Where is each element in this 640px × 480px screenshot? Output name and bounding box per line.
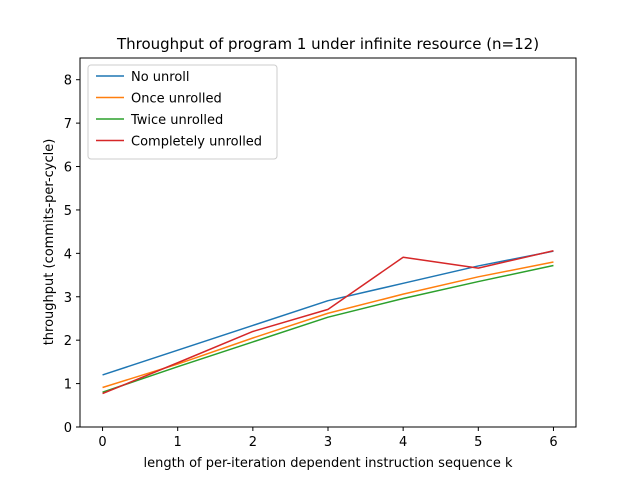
x-axis-label: length of per-iteration dependent instru…	[144, 456, 513, 471]
series-line-0	[102, 250, 554, 376]
y-axis-label: throughput (commits-per-cycle)	[42, 139, 57, 346]
legend-box	[87, 64, 278, 160]
legend-label-2: Twice unrolled	[130, 113, 223, 128]
legend-label-1: Once unrolled	[131, 92, 222, 107]
y-tick-label-5: 5	[64, 204, 72, 219]
y-tick-label-6: 6	[64, 161, 72, 176]
x-tick-label-3: 3	[324, 435, 332, 450]
y-tick-label-0: 0	[64, 421, 72, 436]
x-tick-label-6: 6	[549, 435, 557, 450]
plot-area: 0 1 2 3 4 5 6 0 1 2 3 4 5 6 7 8	[64, 57, 577, 450]
y-tick-label-3: 3	[64, 291, 72, 306]
legend-label-3: Completely unrolled	[131, 135, 262, 150]
series-line-2	[102, 264, 554, 393]
y-tick-label-4: 4	[64, 247, 72, 262]
legend-label-0: No unroll	[131, 70, 190, 85]
y-tick-label-8: 8	[64, 74, 72, 89]
x-tick-label-5: 5	[474, 435, 482, 450]
x-tick-label-0: 0	[98, 435, 106, 450]
x-tick-label-4: 4	[399, 435, 407, 450]
y-tick-label-1: 1	[64, 378, 72, 393]
legend: No unroll Once unrolled Twice unrolled Comp…	[87, 64, 278, 160]
chart-title: Throughput of program 1 under infinite r…	[116, 35, 539, 53]
x-tick-label-1: 1	[174, 435, 182, 450]
y-tick-label-2: 2	[64, 334, 72, 349]
y-tick-label-7: 7	[64, 117, 72, 132]
series-line-3	[102, 250, 554, 395]
x-tick-label-2: 2	[249, 435, 257, 450]
series-line-1	[102, 261, 554, 389]
